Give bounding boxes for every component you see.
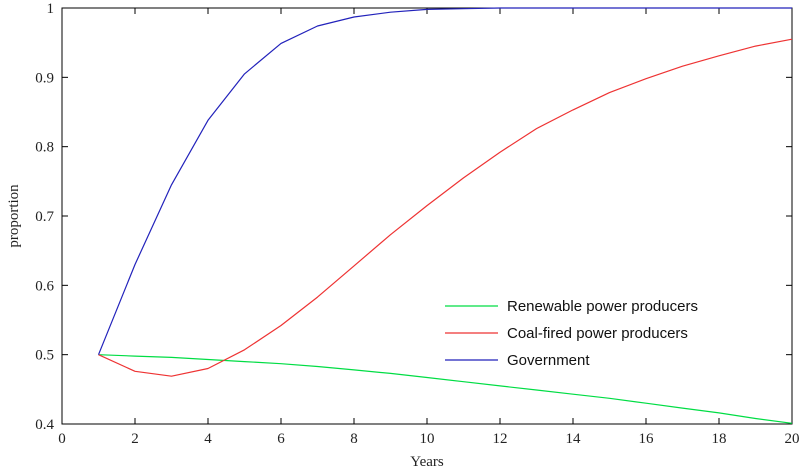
y-tick-label: 0.8: [35, 140, 54, 156]
x-tick-label: 16: [639, 431, 655, 447]
series-line-2: [97, 7, 792, 355]
y-axis-title: proportion: [6, 184, 22, 248]
y-tick-label: 0.5: [35, 348, 54, 364]
data-lines: [97, 7, 793, 424]
legend-label-0: Renewable power producers: [507, 298, 698, 315]
y-tick-label: 0.9: [35, 70, 54, 86]
legend-label-1: Coal-fired power producers: [507, 325, 688, 342]
y-tick-label: 0.6: [35, 278, 54, 294]
x-tick-label: 12: [493, 431, 508, 447]
legend: Renewable power producers Coal-fired powe…: [445, 298, 698, 369]
series-line-1: [98, 38, 793, 377]
x-tick-label: 10: [420, 431, 435, 447]
x-tick-label: 6: [277, 431, 285, 447]
x-tick-label: 20: [785, 431, 800, 447]
y-tick-label: 0.7: [35, 209, 54, 225]
x-tick-label: 14: [566, 431, 582, 447]
series-line-0: [98, 354, 793, 424]
axis-ticks: 0 2 4 6 8 10 12 14 16 18 20 0.4 0.5 0.6 0.7 0.8 0.9 1: [35, 1, 799, 447]
x-tick-label: 2: [131, 431, 139, 447]
y-tick-label: 1: [47, 1, 55, 17]
plot-area: [61, 7, 793, 425]
x-tick-label: 4: [204, 431, 212, 447]
y-tick-label: 0.4: [35, 417, 54, 433]
x-axis-title: Years: [410, 454, 444, 470]
x-tick-label: 8: [350, 431, 358, 447]
x-tick-label: 0: [58, 431, 66, 447]
x-tick-label: 18: [712, 431, 727, 447]
legend-label-2: Government: [507, 352, 590, 369]
